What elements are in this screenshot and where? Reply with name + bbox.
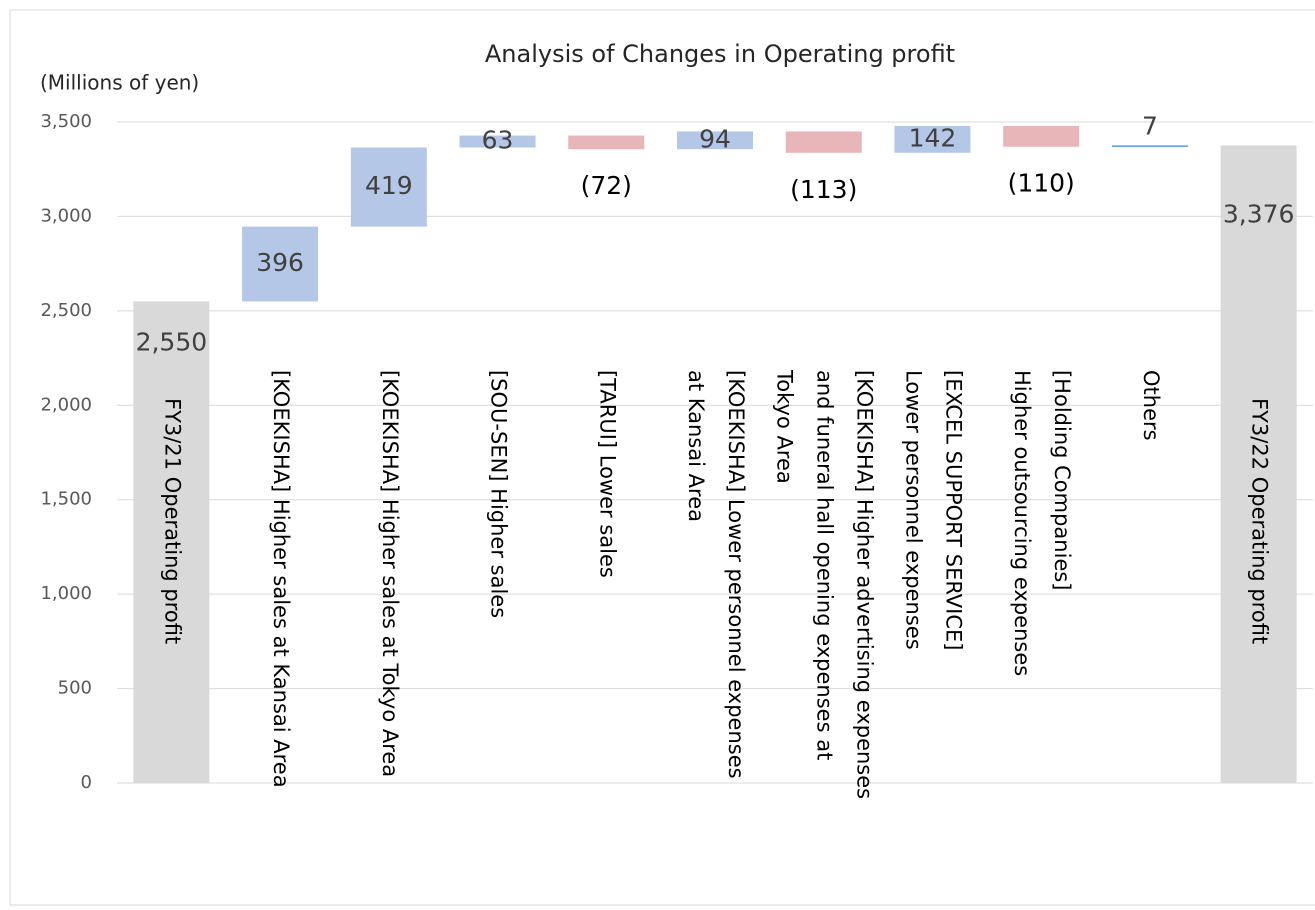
- value-label: 142: [909, 123, 957, 152]
- bar: [133, 301, 210, 783]
- value-label: 7: [1142, 111, 1158, 140]
- x-tick-label: [KOEKISHA] Higher sales at Kansai Area: [269, 370, 293, 788]
- bar: [459, 135, 536, 148]
- x-tick-label: and funeral hall opening expenses at: [813, 370, 837, 760]
- x-tick-label: Lower personnel expenses: [901, 370, 925, 650]
- value-label: 396: [256, 248, 304, 277]
- x-tick-label: Tokyo Area: [773, 369, 797, 484]
- x-tick-label: [SOU-SEN] Higher sales: [487, 370, 511, 618]
- value-label: (110): [1008, 169, 1075, 198]
- x-tick-label: at Kansai Area: [684, 370, 708, 522]
- x-tick-label: Others: [1139, 370, 1163, 441]
- y-tick-label: 2,500: [40, 300, 92, 321]
- x-tick-label: FY3/22 Operating profit: [1248, 398, 1272, 644]
- bar: [1220, 145, 1297, 784]
- bar: [894, 125, 971, 153]
- value-label: 2,550: [136, 327, 208, 356]
- value-label: 63: [482, 126, 514, 155]
- x-tick-label: [Holding Companies]: [1050, 370, 1074, 591]
- x-tick-label: [TARUI] Lower sales: [595, 370, 619, 578]
- y-tick-label: 3,000: [40, 205, 92, 226]
- value-label: 419: [365, 171, 413, 200]
- x-tick-label: [KOEKISHA] Higher advertising expenses: [853, 370, 877, 799]
- value-label: 94: [699, 124, 731, 153]
- bar: [785, 131, 862, 153]
- bar: [1003, 125, 1080, 147]
- chart-title: Analysis of Changes in Operating profit: [485, 40, 955, 68]
- x-tick-label: FY3/21 Operating profit: [160, 398, 184, 644]
- bar: [677, 131, 753, 150]
- y-tick-label: 0: [81, 772, 92, 793]
- bar: [1111, 145, 1188, 147]
- y-tick-label: 1,000: [40, 583, 92, 604]
- bar: [350, 147, 427, 227]
- y-tick-label: 2,000: [40, 394, 92, 415]
- chart-border: [9, 9, 1315, 906]
- value-label: (72): [581, 171, 632, 200]
- bar: [242, 226, 319, 302]
- x-tick-label: [KOEKISHA] Higher sales at Tokyo Area: [378, 370, 402, 777]
- x-tick-label: [EXCEL SUPPORT SERVICE]: [941, 370, 965, 650]
- y-tick-label: 3,500: [40, 111, 92, 132]
- y-axis-label: (Millions of yen): [40, 71, 199, 95]
- value-label: 3,376: [1223, 199, 1295, 228]
- bar: [568, 135, 645, 150]
- y-tick-label: 500: [58, 678, 92, 699]
- y-tick-label: 1,500: [40, 489, 92, 510]
- x-tick-label: [KOEKISHA] Lower personnel expenses: [724, 370, 748, 779]
- value-label: (113): [790, 175, 857, 204]
- x-tick-label: Higher outsourcing expenses: [1010, 370, 1034, 676]
